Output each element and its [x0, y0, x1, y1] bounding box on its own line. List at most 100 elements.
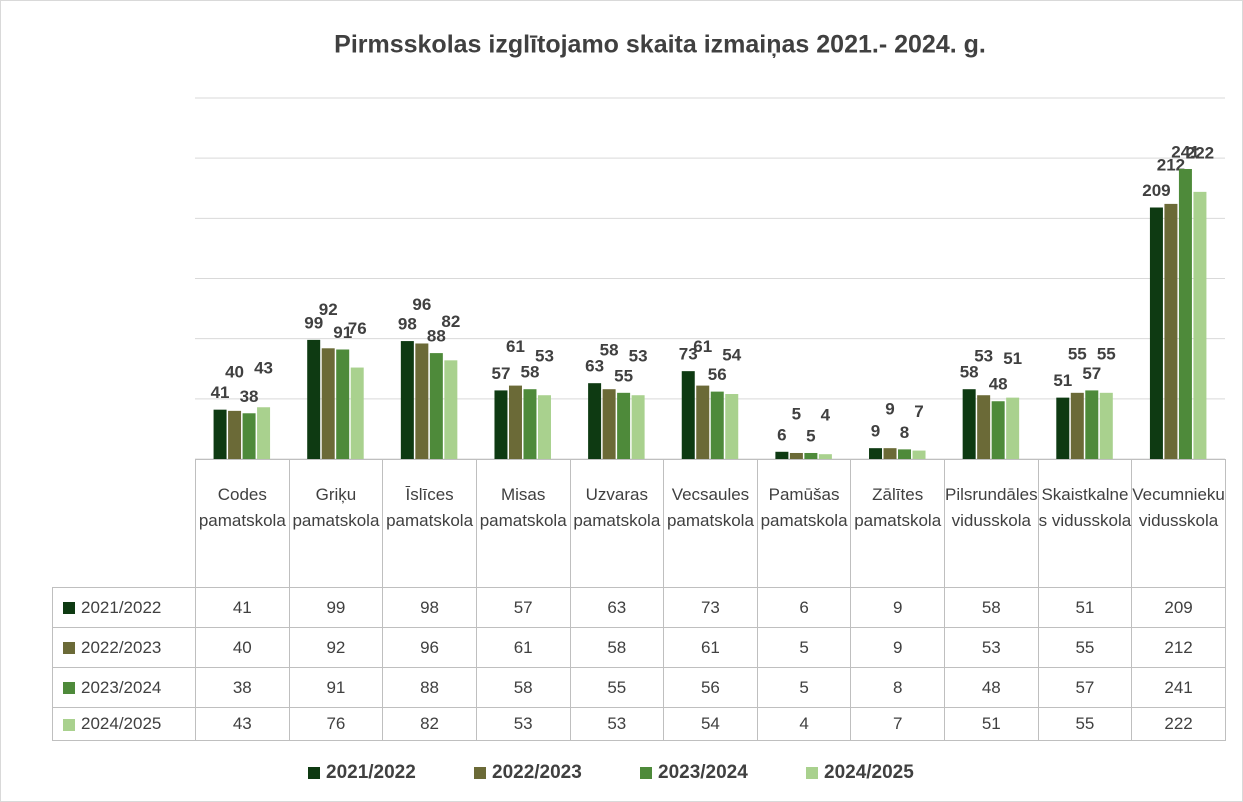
- data-label: 8: [900, 423, 909, 442]
- value-cell: 63: [569, 587, 665, 628]
- data-label: 73: [679, 345, 698, 364]
- data-label: 57: [1082, 364, 1101, 383]
- legend-key: [63, 642, 75, 655]
- data-label: 5: [792, 404, 801, 423]
- bar: [257, 407, 271, 459]
- bar: [508, 385, 522, 459]
- data-label: 6: [777, 425, 786, 444]
- value-cell: 4: [756, 707, 852, 741]
- bar: [415, 343, 429, 459]
- legend-key: [63, 602, 75, 615]
- data-label: 222: [1186, 143, 1214, 162]
- bar: [1099, 392, 1113, 459]
- value-cell: 55: [1037, 627, 1133, 668]
- value-cell: 57: [1037, 667, 1133, 708]
- data-label: 55: [1068, 344, 1087, 363]
- bar: [898, 449, 912, 459]
- bar: [1149, 207, 1163, 459]
- value-cell: 43: [195, 707, 290, 741]
- value-cell: 7: [850, 707, 945, 741]
- bar: [242, 413, 256, 459]
- data-label: 48: [989, 375, 1008, 394]
- data-label: 98: [398, 315, 417, 334]
- bar: [1178, 168, 1192, 459]
- value-cell: 98: [382, 587, 477, 628]
- bar: [912, 450, 926, 459]
- bar: [617, 392, 631, 459]
- value-cell: 61: [663, 627, 758, 668]
- data-label: 5: [806, 426, 815, 445]
- value-cell: 241: [1131, 667, 1226, 708]
- value-cell: 58: [569, 627, 665, 668]
- bar: [602, 389, 616, 459]
- legend-swatch: [308, 767, 320, 779]
- legend-swatch: [474, 767, 486, 779]
- value-cell: 55: [1037, 707, 1133, 741]
- bar: [1006, 397, 1020, 459]
- bar: [710, 391, 724, 459]
- bar: [1070, 392, 1084, 459]
- data-label: 88: [427, 327, 446, 346]
- series-name: 2024/2025: [81, 714, 162, 733]
- data-label: 53: [974, 347, 993, 366]
- legend-label: 2024/2025: [824, 762, 914, 783]
- value-cell: 99: [288, 587, 384, 628]
- value-cell: 9: [850, 627, 945, 668]
- category-cell: Vecsaules pamatskola: [663, 459, 758, 588]
- data-label: 76: [348, 319, 367, 338]
- category-cell: Vecumnieku vidusskola: [1131, 459, 1226, 588]
- data-label: 54: [722, 346, 741, 365]
- value-cell: 51: [944, 707, 1039, 741]
- bar: [869, 448, 883, 459]
- data-label: 82: [441, 312, 460, 331]
- bar: [775, 451, 789, 459]
- value-cell: 88: [382, 667, 477, 708]
- bar: [977, 395, 991, 459]
- data-label: 40: [225, 362, 244, 381]
- data-label: 55: [614, 366, 633, 385]
- value-cell: 57: [475, 587, 571, 628]
- data-label: 61: [693, 337, 712, 356]
- bar: [429, 353, 443, 459]
- chart-title: Pirmsskolas izglītojamo skaita izmaiņas …: [334, 31, 986, 59]
- data-label: 58: [960, 363, 979, 382]
- value-cell: 55: [569, 667, 665, 708]
- data-label: 43: [254, 359, 273, 378]
- category-cell: Pamūšas pamatskola: [756, 459, 852, 588]
- data-label: 241: [1171, 142, 1199, 161]
- value-cell: 96: [382, 627, 477, 668]
- category-cell: Īslīces pamatskola: [382, 459, 477, 588]
- value-cell: 9: [850, 587, 945, 628]
- legend-key: [63, 718, 75, 731]
- bar: [725, 394, 739, 459]
- legend-label: 2023/2024: [658, 762, 748, 783]
- value-cell: 54: [663, 707, 758, 741]
- value-cell: 53: [944, 627, 1039, 668]
- legend-swatch: [806, 767, 818, 779]
- bar: [213, 409, 227, 459]
- value-cell: 51: [1037, 587, 1133, 628]
- value-cell: 8: [850, 667, 945, 708]
- value-cell: 222: [1131, 707, 1226, 741]
- bar: [307, 339, 321, 459]
- bar: [537, 395, 551, 459]
- data-label: 53: [535, 347, 554, 366]
- value-cell: 212: [1131, 627, 1226, 668]
- bar: [1193, 191, 1207, 460]
- value-cell: 56: [663, 667, 758, 708]
- bar: [1164, 203, 1178, 459]
- value-cell: 6: [756, 587, 852, 628]
- value-cell: 48: [944, 667, 1039, 708]
- bar: [883, 448, 897, 459]
- data-label: 38: [240, 387, 259, 406]
- series-name: 2022/2023: [81, 637, 162, 657]
- category-cell: Skaistkalnes vidusskola: [1037, 459, 1133, 588]
- data-label: 57: [492, 364, 511, 383]
- corner-cell: [53, 460, 196, 588]
- table-row: 2023/2024 38 91 88 58 55 56 5 8 48 57 241: [52, 667, 1226, 708]
- data-label: 99: [304, 313, 323, 332]
- data-label: 58: [521, 363, 540, 382]
- series-cell: 2024/2025: [52, 707, 196, 741]
